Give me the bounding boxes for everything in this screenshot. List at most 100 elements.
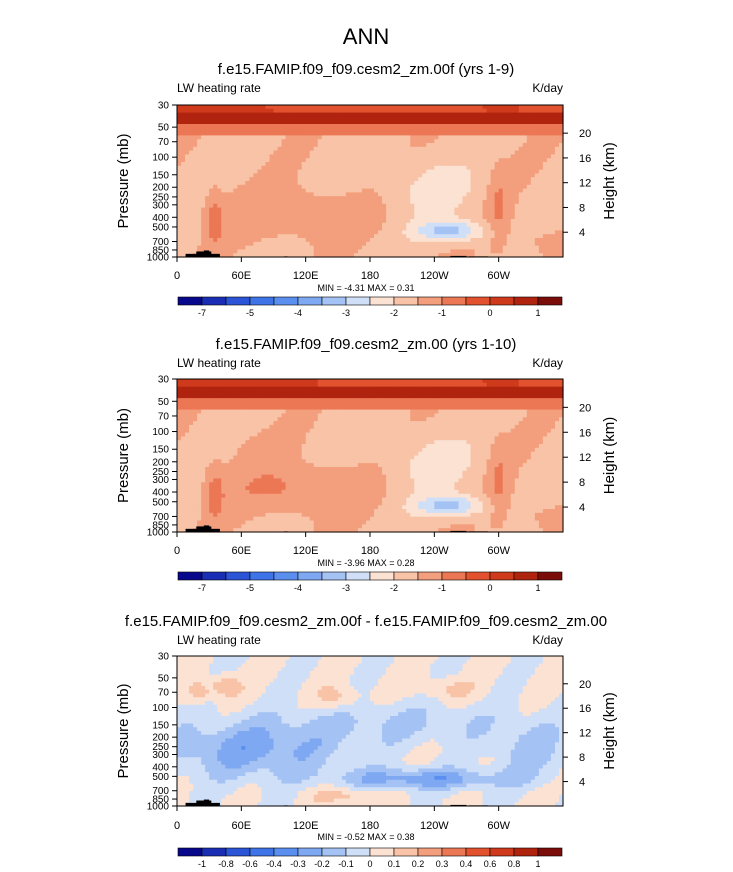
field-cell [329,230,335,235]
field-cell [333,207,339,212]
field-cell [177,421,182,426]
field-cell [233,230,238,235]
field-cell [289,215,295,220]
field-cell [177,222,182,228]
field-cell [353,253,359,258]
field-cell [406,390,411,395]
field-cell [402,241,407,247]
field-cell [482,249,488,254]
field-cell [225,203,230,209]
field-cell [177,413,182,418]
colorbar-swatch [249,296,275,306]
field-cell [281,124,287,129]
field-cell [201,150,206,155]
field-cell [269,245,275,250]
field-cell [325,146,331,152]
field-cell [502,203,508,209]
field-cell [229,409,234,415]
field-cell [273,184,279,190]
field-cell [265,181,271,186]
field-cell [482,211,488,216]
field-cell [530,135,536,140]
field-cell [478,131,484,136]
field-cell [514,112,520,117]
field-cell [438,382,443,388]
field-cell [494,386,500,392]
field-cell [486,226,492,231]
field-cell [205,143,210,148]
field-cell [321,196,327,201]
field-cell [325,207,331,212]
field-cell [349,181,355,186]
field-cell [293,150,299,155]
field-cell [466,215,472,220]
field-cell [349,386,355,392]
field-cell [418,245,423,250]
colorbar-label: -4 [294,308,302,318]
field-cell [273,230,279,235]
field-cell [518,394,524,399]
field-cell [462,120,468,125]
field-cell [510,150,516,155]
field-cell [370,112,375,117]
field-cell [434,112,439,117]
field-cell [321,188,327,193]
field-cell [325,131,331,136]
field-cell [526,184,532,190]
field-cell [538,108,544,114]
field-cell [398,158,403,163]
field-cell [225,215,230,220]
field-cell [466,177,472,182]
field-cell [257,192,263,197]
field-cell [466,112,472,117]
field-cell [422,386,427,392]
field-cell [345,150,351,155]
field-cell [402,135,407,140]
field-cell [498,253,504,258]
field-cell [357,230,363,235]
field-cell [261,417,267,422]
field-cell [333,222,339,228]
field-cell [502,177,508,182]
field-cell [426,108,431,114]
field-cell [378,222,383,228]
field-cell [201,382,206,388]
field-cell [357,226,363,231]
y-tick-label: 400 [152,213,169,224]
field-cell [550,162,556,167]
field-cell [478,219,484,224]
colorbar-swatch [321,296,347,306]
field-cell [390,112,395,117]
field-cell [402,401,407,407]
field-cell [337,127,343,133]
field-cell [245,390,250,395]
field-cell [442,169,447,174]
field-cell [205,405,210,411]
field-cell [365,417,371,422]
field-cell [193,211,198,216]
field-cell [538,192,544,197]
field-cell [454,177,460,182]
field-cell [398,409,403,415]
field-cell [257,150,263,155]
field-cell [257,401,263,407]
field-cell [205,116,210,121]
field-cell [265,398,271,403]
field-cell [498,207,504,212]
field-cell [410,162,415,167]
field-cell [329,203,335,209]
field-cell [466,120,472,125]
field-cell [249,124,254,129]
field-cell [410,143,415,148]
field-cell [349,131,355,136]
field-cell [361,417,367,422]
field-cell [454,146,460,152]
field-cell [494,184,500,190]
field-cell [482,379,488,384]
field-cell [446,150,452,155]
field-cell [181,211,186,216]
field-cell [181,398,186,403]
field-cell [466,154,472,159]
field-cell [357,150,363,155]
field-cell [209,139,214,144]
